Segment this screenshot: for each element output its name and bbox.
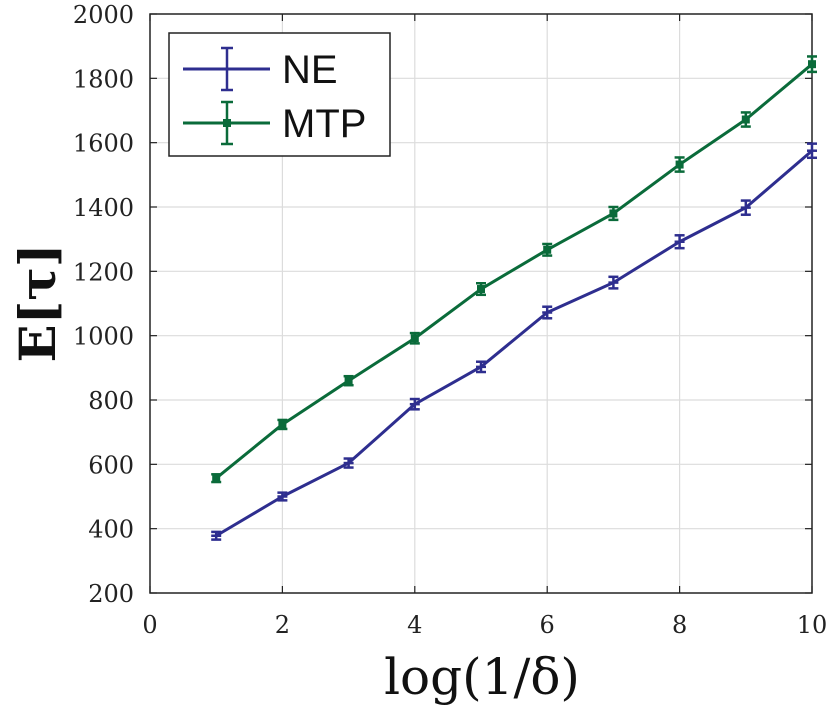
y-tick-label: 1600: [73, 130, 134, 158]
series-layer: [211, 55, 817, 541]
legend-box: [168, 32, 391, 157]
legend-item-ne: NE: [183, 46, 338, 92]
x-tick-label: 2: [275, 611, 290, 639]
point-mtp: [278, 420, 287, 429]
series-ne: [211, 142, 817, 541]
y-tick-label: 200: [88, 580, 134, 608]
y-tick-label: 400: [88, 516, 134, 544]
x-tick-label: 6: [540, 611, 555, 639]
point-mtp: [212, 474, 221, 483]
legend-label-ne: NE: [282, 48, 338, 92]
y-tick-label: 1200: [73, 258, 134, 286]
legend-item-mtp: MTP: [183, 100, 366, 146]
y-tick-label: 1000: [73, 323, 134, 351]
y-tick-label: 1400: [73, 194, 134, 222]
series-line-mtp: [215, 63, 813, 480]
x-axis-label: log(1/δ): [384, 648, 580, 706]
point-mtp: [609, 209, 618, 218]
x-tick-label: 4: [407, 611, 422, 639]
y-tick-label: 800: [88, 387, 134, 415]
legend-marker-mtp: [223, 119, 231, 127]
y-axis-label: E[τ]: [8, 243, 67, 362]
series-line-ne: [215, 149, 813, 538]
point-mtp: [477, 285, 485, 294]
plot-frame: [149, 13, 813, 594]
y-tick-label: 2000: [73, 1, 134, 29]
point-mtp: [543, 245, 552, 254]
x-tick-label: 8: [672, 611, 687, 639]
point-mtp: [675, 160, 684, 169]
point-mtp: [741, 115, 750, 124]
y-tick-label: 1800: [73, 65, 134, 93]
x-tick-label: 10: [797, 611, 828, 639]
series-mtp: [211, 55, 817, 484]
ticks: 0 2 4 6 8 10 200 400 600 800 1000 1200 1400 1600 1800 2…: [73, 1, 827, 639]
legend: NE MTP: [168, 32, 391, 157]
legend-label-mtp: MTP: [282, 102, 366, 146]
y-tick-label: 600: [88, 451, 134, 479]
x-tick-label: 0: [142, 611, 157, 639]
point-mtp: [344, 376, 353, 385]
point-mtp: [808, 60, 816, 69]
point-mtp: [410, 334, 419, 343]
